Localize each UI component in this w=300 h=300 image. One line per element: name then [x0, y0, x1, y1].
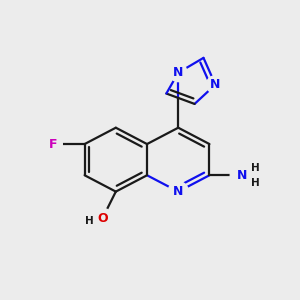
Text: N: N: [237, 169, 247, 182]
Text: H: H: [85, 216, 93, 226]
Text: O: O: [97, 212, 108, 225]
Text: N: N: [210, 78, 220, 91]
Circle shape: [44, 135, 62, 153]
Text: N: N: [173, 66, 183, 79]
Circle shape: [92, 208, 112, 229]
Circle shape: [169, 64, 187, 82]
Text: F: F: [49, 138, 58, 151]
Circle shape: [206, 76, 224, 94]
Text: H: H: [251, 178, 260, 188]
Text: N: N: [173, 185, 183, 198]
Text: H: H: [251, 163, 260, 173]
Circle shape: [168, 182, 188, 202]
Circle shape: [230, 164, 254, 187]
